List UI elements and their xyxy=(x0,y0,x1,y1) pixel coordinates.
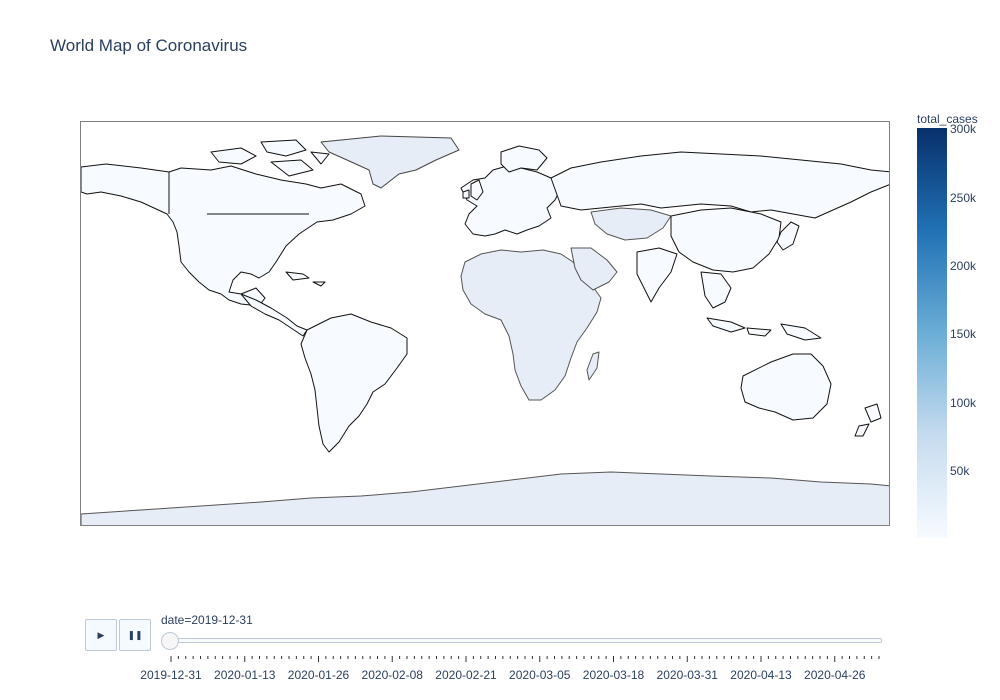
play-icon: ▶ xyxy=(97,629,105,640)
antarctica xyxy=(81,471,889,525)
slider-rail[interactable] xyxy=(162,638,882,643)
colorbar-tick-label: 300k xyxy=(950,122,977,136)
europe xyxy=(460,165,562,237)
japan xyxy=(776,221,800,251)
slider-ticks xyxy=(170,656,880,662)
world-map[interactable] xyxy=(80,121,890,526)
colorbar xyxy=(917,128,947,538)
central-asia xyxy=(590,207,672,241)
colorbar-tick-label: 50k xyxy=(950,464,970,478)
slider-date-label[interactable]: 2020-04-13 xyxy=(730,668,792,682)
slider-date-label[interactable]: 2020-01-13 xyxy=(214,668,276,682)
madagascar xyxy=(586,351,600,381)
australia xyxy=(740,353,832,421)
indonesia xyxy=(706,317,822,341)
slider-date-label[interactable]: 2020-03-18 xyxy=(582,668,645,682)
world-map-svg[interactable] xyxy=(81,122,890,526)
map-title: World Map of Coronavirus xyxy=(50,36,248,55)
colorbar-tick-label: 250k xyxy=(950,191,977,205)
slider-date-label[interactable]: 2020-02-08 xyxy=(361,668,423,682)
slider-date-label[interactable]: 2020-01-26 xyxy=(287,668,350,682)
us-canada-border xyxy=(168,172,309,215)
slider-date-label[interactable]: 2020-03-05 xyxy=(509,668,571,682)
central-america xyxy=(240,293,308,337)
africa xyxy=(460,249,602,401)
greenland xyxy=(320,135,460,189)
arctic-islands xyxy=(210,139,330,177)
arabian-peninsula xyxy=(570,247,618,291)
new-zealand xyxy=(854,403,882,437)
colorbar-tick-label: 150k xyxy=(950,327,977,341)
colorbar-tick-label: 100k xyxy=(950,396,977,410)
caribbean xyxy=(285,271,326,287)
pause-button[interactable]: ❚❚ xyxy=(119,619,151,651)
slider-date-label[interactable]: 2020-04-26 xyxy=(804,668,866,682)
scandinavia xyxy=(500,145,548,173)
slider-date-label[interactable]: 2019-12-31 xyxy=(140,668,202,682)
slider-handle[interactable] xyxy=(161,632,179,650)
india xyxy=(636,247,678,303)
china xyxy=(670,207,782,273)
southeast-asia xyxy=(700,271,732,309)
russia xyxy=(550,151,889,219)
british-isles xyxy=(462,179,484,201)
play-button[interactable]: ▶ xyxy=(85,619,117,651)
north-america xyxy=(81,163,366,307)
slider-date-label[interactable]: 2020-02-21 xyxy=(435,668,497,682)
slider-current-value: date=2019-12-31 xyxy=(161,613,253,627)
colorbar-tick-label: 200k xyxy=(950,259,977,273)
slider-date-label[interactable]: 2020-03-31 xyxy=(656,668,718,682)
pause-icon: ❚❚ xyxy=(127,629,143,640)
colorbar-title: total_cases xyxy=(917,112,978,126)
south-america xyxy=(300,313,408,453)
